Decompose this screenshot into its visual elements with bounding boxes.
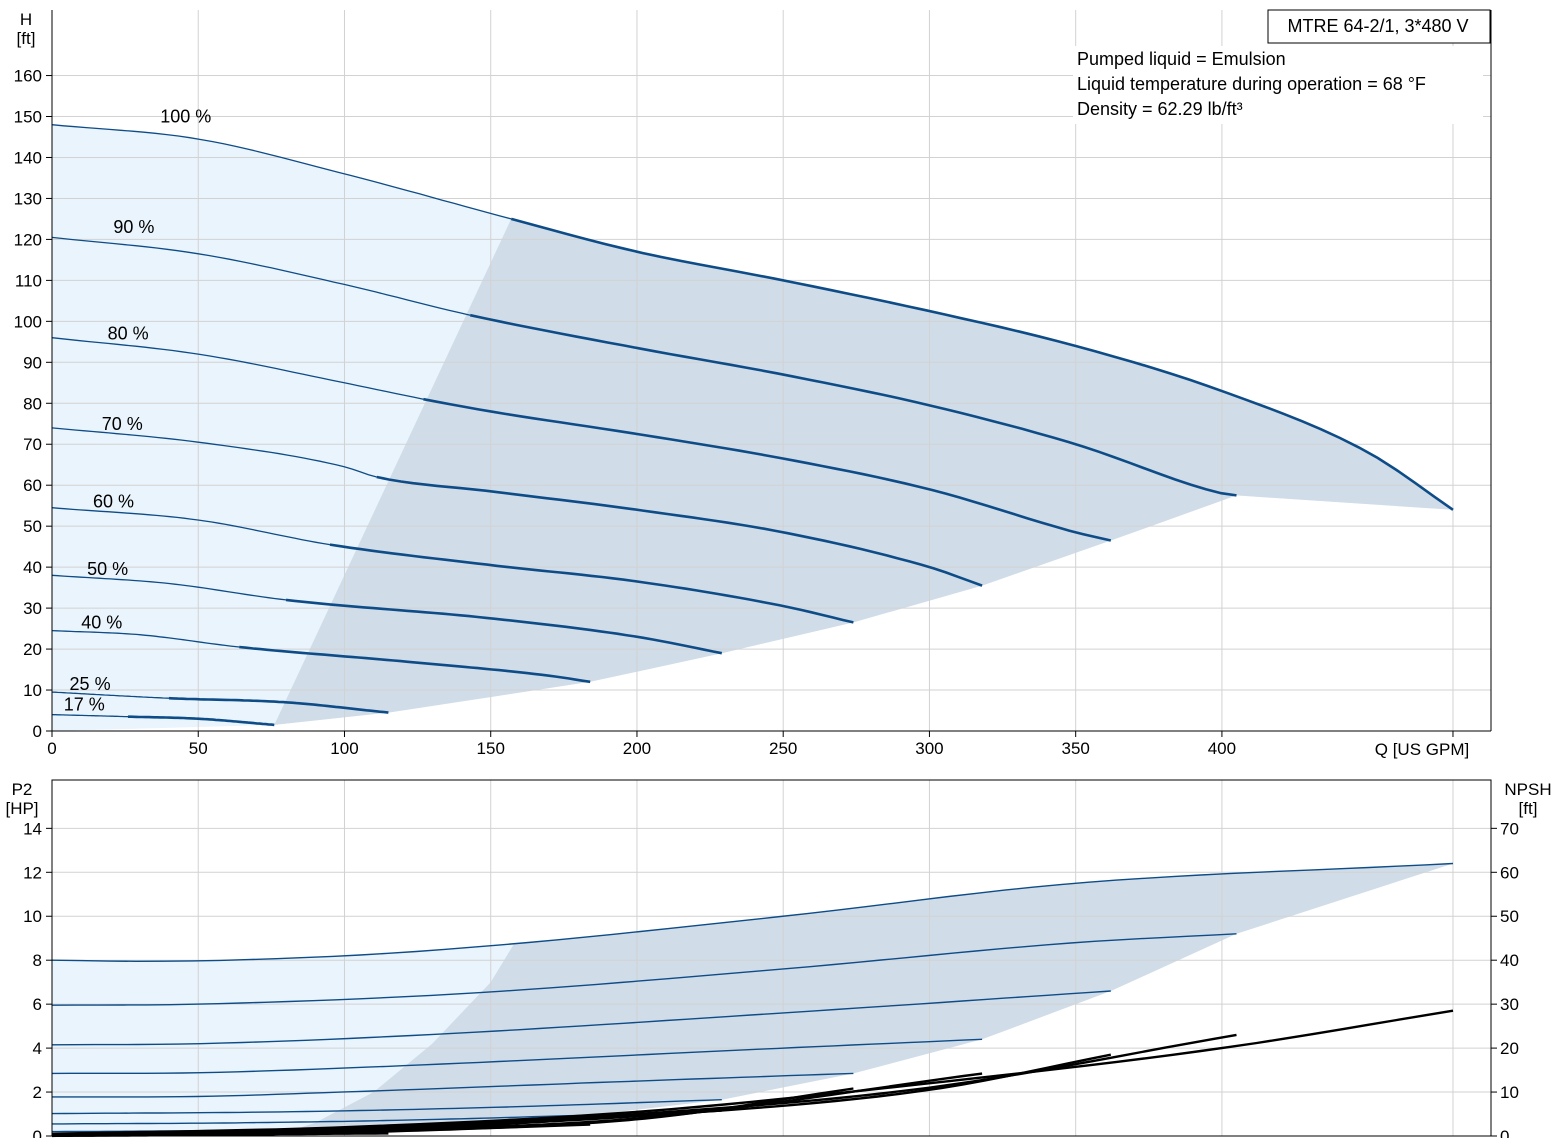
y-tick-label: 160 [14, 67, 42, 86]
power-curve-100 [51, 862, 1454, 963]
y-tick-label: 60 [23, 476, 42, 495]
model-label-box [1267, 9, 1491, 44]
p2-tick-label: 4 [33, 1039, 42, 1058]
qh-curve-25 [168, 696, 389, 714]
qh-curve-thin-90 [51, 236, 471, 316]
x-tick-label: 50 [189, 739, 208, 758]
power-curve-60 [52, 1072, 854, 1098]
p2-tick-label: 8 [33, 951, 42, 970]
y-tick-label: 80 [23, 394, 42, 413]
npsh-tick-label: 40 [1500, 951, 1519, 970]
npsh-tick-label: 70 [1500, 819, 1519, 838]
speed-label: 40 % [81, 612, 122, 632]
qh-curve-thin-17 [51, 713, 129, 718]
npsh-tick-label: 60 [1500, 863, 1519, 882]
y-tick-label: 100 [14, 312, 42, 331]
x-tick-label: 350 [1061, 739, 1089, 758]
power-curve-80 [51, 990, 1111, 1046]
y-tick-label: 150 [14, 108, 42, 127]
p2-tick-label: 2 [33, 1083, 42, 1102]
qh-curve-thin-100 [51, 124, 512, 220]
x-tick-label: 150 [477, 739, 505, 758]
operating-zone [274, 218, 1453, 725]
power-curve-40 [52, 1114, 591, 1125]
y-tick-label: 120 [14, 230, 42, 249]
qh-curve-thin-70 [51, 427, 377, 478]
qh-curve-80 [423, 397, 1112, 542]
qh-curve-thin-80 [51, 337, 424, 400]
qh-curve-50 [285, 598, 723, 655]
y-tick-label: 0 [33, 722, 42, 741]
y-tick-label: 50 [23, 517, 42, 536]
speed-label: 17 % [64, 694, 105, 714]
qh-curve-thin-50 [51, 574, 287, 601]
p2-axis-unit: [HP] [5, 799, 38, 818]
h-axis-label: H [20, 10, 32, 29]
y-tick-label: 140 [14, 148, 42, 167]
qh-curve-70 [376, 475, 983, 587]
p2-tick-label: 10 [23, 907, 42, 926]
qh-curve-thin-25 [51, 691, 170, 699]
npsh-tick-label: 0 [1500, 1127, 1509, 1138]
npsh-axis-unit: [ft] [1519, 799, 1538, 818]
qh-curve-thin-40 [51, 629, 240, 648]
bottom-plot-frame [51, 779, 1492, 1137]
qh-curve-17 [128, 715, 275, 727]
power-operating-zone [274, 863, 1453, 1136]
qh-curve-90 [469, 313, 1237, 497]
p2-tick-label: 12 [23, 863, 42, 882]
npsh-tick-label: 10 [1500, 1083, 1519, 1102]
info-background [1073, 46, 1483, 124]
speed-label: 100 % [160, 107, 211, 127]
y-tick-label: 90 [23, 353, 42, 372]
npsh-tick-label: 50 [1500, 907, 1519, 926]
p2-tick-label: 14 [23, 819, 42, 838]
x-tick-label: 250 [769, 739, 797, 758]
liquid-temperature-text: Liquid temperature during operation = 68… [1077, 74, 1426, 94]
npsh-tick-label: 30 [1500, 995, 1519, 1014]
speed-label: 70 % [102, 414, 143, 434]
y-tick-label: 20 [23, 640, 42, 659]
p2-tick-label: 0 [33, 1127, 42, 1138]
power-curve-90 [51, 933, 1237, 1006]
speed-label: 25 % [70, 674, 111, 694]
qh-curve-40 [239, 645, 591, 684]
p2-tick-label: 6 [33, 995, 42, 1014]
h-axis-unit: [ft] [17, 29, 36, 48]
p2-axis-label: P2 [12, 780, 33, 799]
y-tick-label: 110 [15, 271, 42, 290]
npsh-tick-label: 20 [1500, 1039, 1519, 1058]
y-tick-label: 70 [23, 435, 42, 454]
power-curve-50 [51, 1099, 722, 1115]
model-label: MTRE 64-2/1, 3*480 V [1287, 16, 1468, 36]
speed-label: 50 % [87, 559, 128, 579]
power-curve-70 [51, 1038, 983, 1075]
q-axis-label: Q [US GPM] [1375, 740, 1469, 759]
x-tick-label: 100 [330, 739, 358, 758]
x-tick-label: 400 [1208, 739, 1236, 758]
npsh-axis-label: NPSH [1504, 780, 1551, 799]
y-tick-label: 40 [23, 558, 42, 577]
speed-label: 90 % [113, 217, 154, 237]
pumped-liquid-text: Pumped liquid = Emulsion [1077, 49, 1286, 69]
x-tick-label: 0 [47, 739, 56, 758]
y-tick-label: 130 [14, 189, 42, 208]
x-tick-label: 300 [915, 739, 943, 758]
qh-curve-60 [329, 543, 854, 624]
qh-curve-thin-60 [51, 507, 331, 546]
density-text: Density = 62.29 lb/ft³ [1077, 99, 1243, 119]
speed-label: 60 % [93, 492, 134, 512]
x-tick-label: 200 [623, 739, 651, 758]
qh-curve-100 [510, 217, 1454, 511]
y-tick-label: 30 [23, 599, 42, 618]
speed-label: 80 % [108, 324, 149, 344]
y-tick-label: 10 [23, 681, 42, 700]
top-chart: 0 50 100 150 200 250 300 350 400 0 10 20 30 40 50 60 70 8… [14, 9, 1492, 759]
